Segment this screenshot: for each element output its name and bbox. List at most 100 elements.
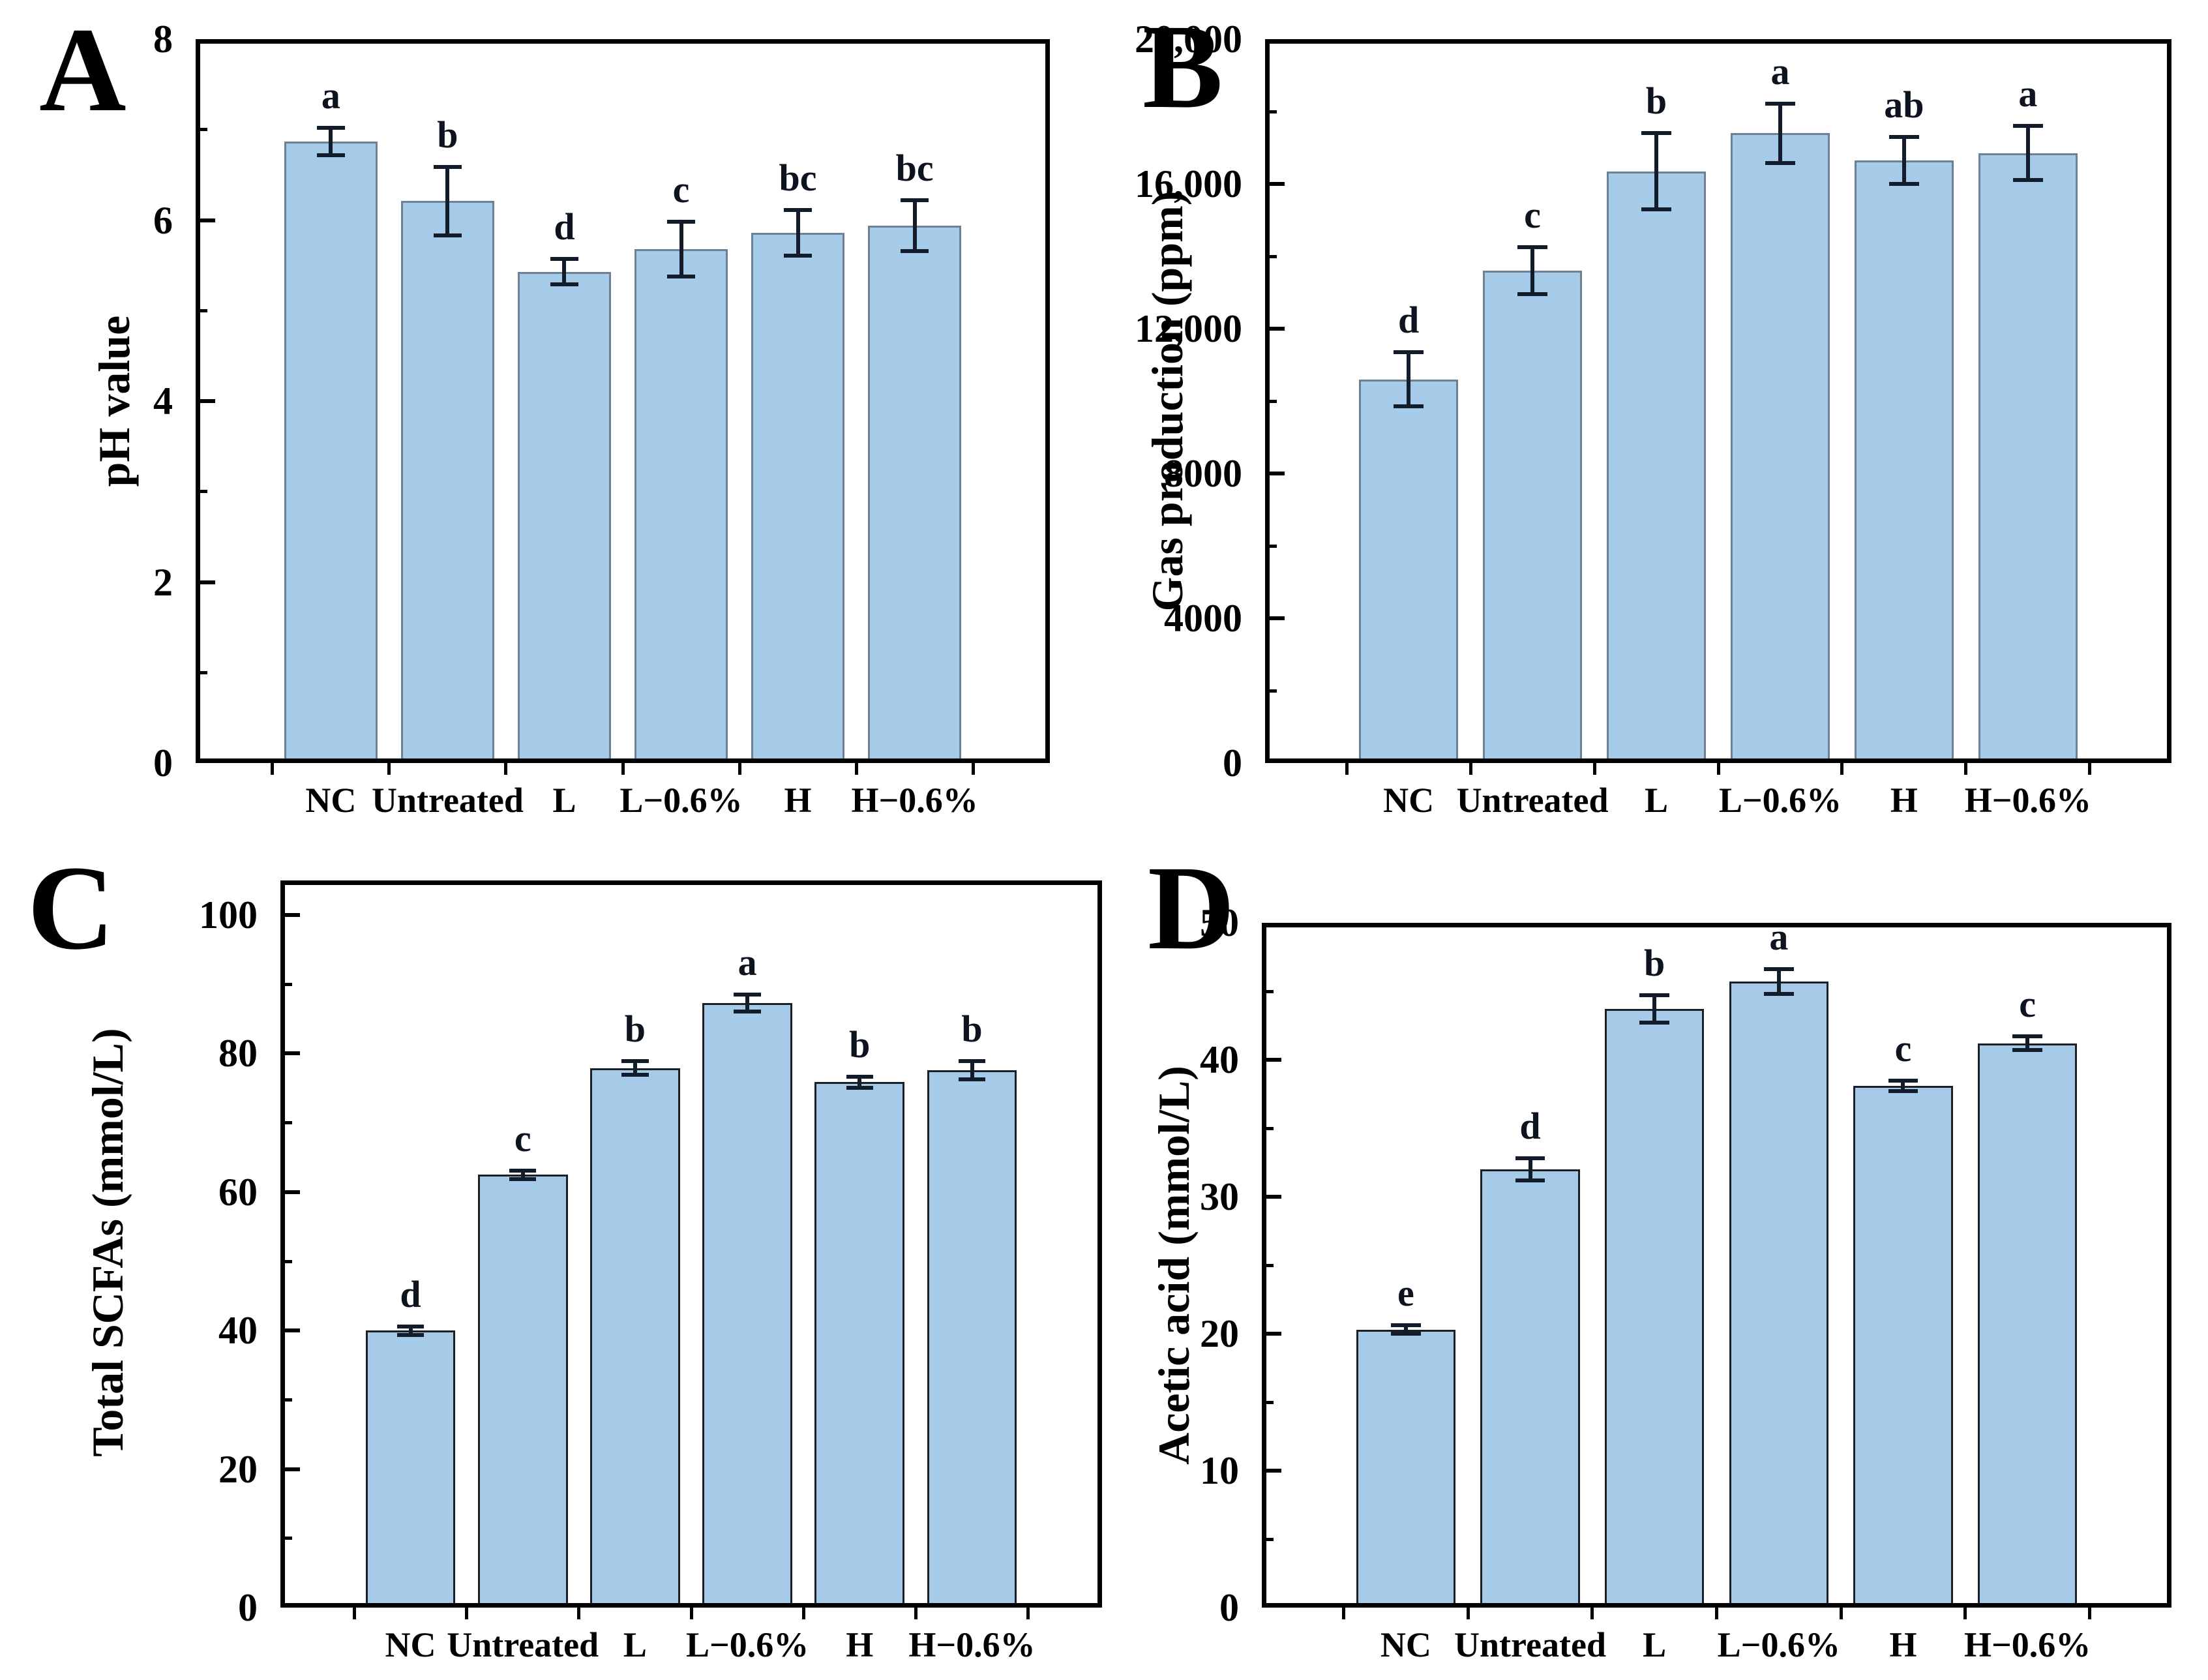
error-bar-cap: [1888, 1089, 1918, 1094]
x-tick-label: H−0.6%: [1963, 1625, 2091, 1664]
y-minor-tick: [196, 490, 207, 494]
bar-H: [1853, 1085, 1953, 1608]
bar-Untreated: [477, 1175, 568, 1608]
error-bar-cap: [846, 1074, 873, 1079]
y-tick-label: 12,000: [1135, 307, 1242, 350]
error-bar: [679, 222, 683, 277]
error-bar-cap: [1515, 1178, 1545, 1182]
y-minor-tick: [1262, 1126, 1274, 1130]
error-bar-cap: [2012, 1048, 2042, 1053]
error-bar-cap: [1639, 1021, 1670, 1025]
significance-letter: d: [1397, 299, 1420, 342]
y-tick-label: 80: [218, 1032, 258, 1075]
error-bar-cap: [621, 1073, 649, 1077]
x-tick-label: NC: [305, 781, 357, 820]
x-boundary-tick: [1592, 763, 1596, 775]
error-bar: [408, 1326, 413, 1335]
error-bar: [1530, 247, 1535, 295]
bar-H: [751, 232, 845, 763]
error-bar-cap: [958, 1077, 986, 1081]
error-bar-cap: [784, 208, 813, 213]
y-minor-tick: [1265, 689, 1277, 693]
bar-L: [517, 271, 612, 763]
x-boundary-tick: [271, 763, 275, 775]
error-bar: [520, 1170, 525, 1179]
significance-letter: c: [672, 168, 690, 211]
error-bar-cap: [846, 1085, 873, 1090]
x-boundary-tick: [2087, 1608, 2091, 1619]
error-bar-cap: [958, 1059, 986, 1064]
x-boundary-tick: [1839, 1608, 1843, 1619]
panel-letter-c: C: [27, 841, 115, 975]
bar-L: [1604, 1009, 1705, 1608]
x-tick-label: Untreated: [1454, 1625, 1606, 1664]
bar-NC: [284, 141, 378, 763]
plot-area-b: 0 4000 8000 12,000 16,000 20,000 d NC c Untreated…: [1135, 18, 2171, 820]
significance-letter: c: [1894, 1027, 1912, 1070]
error-bar-cap: [1390, 1323, 1421, 1328]
error-bar: [858, 1076, 862, 1088]
error-bar: [1654, 133, 1659, 209]
y-tick-label: 40: [1200, 1038, 1239, 1081]
error-bar-cap: [2013, 178, 2043, 183]
y-major-tick: [1262, 1469, 1281, 1473]
y-major-tick: [1265, 616, 1285, 620]
bar-H: [1854, 160, 1954, 763]
x-tick-label: Untreated: [371, 781, 524, 820]
y-tick-label: 20: [218, 1447, 258, 1491]
error-bar-cap: [1639, 993, 1670, 998]
error-bar-cap: [316, 125, 345, 130]
x-boundary-tick: [1026, 1608, 1030, 1619]
significance-letter: b: [624, 1008, 646, 1051]
significance-letter: a: [738, 941, 757, 984]
bar-NC: [1356, 1329, 1456, 1608]
x-tick-label: L: [623, 1625, 647, 1664]
error-bar-cap: [1517, 245, 1547, 250]
y-minor-tick: [1265, 254, 1277, 258]
x-tick-label: H: [1889, 1625, 1917, 1664]
error-bar: [1652, 995, 1657, 1023]
error-bar: [1776, 969, 1781, 995]
y-minor-tick: [280, 982, 292, 986]
error-bar-cap: [433, 164, 462, 169]
x-boundary-tick: [1345, 763, 1349, 775]
error-bar-cap: [734, 1009, 761, 1013]
bar-Untreated: [1480, 1169, 1580, 1608]
y-minor-tick: [196, 670, 207, 674]
x-boundary-tick: [577, 1608, 581, 1619]
error-bar-cap: [2013, 124, 2043, 128]
y-minor-tick: [280, 1121, 292, 1125]
y-tick-label: 30: [1200, 1175, 1239, 1218]
error-bar: [329, 127, 333, 155]
y-major-tick: [196, 580, 215, 584]
x-boundary-tick: [1964, 763, 1968, 775]
bar-L−0.6%: [702, 1002, 792, 1608]
y-minor-tick: [1262, 989, 1274, 993]
error-bar: [1778, 103, 1782, 163]
error-bar-cap: [1515, 1156, 1545, 1161]
y-tick-label: 16,000: [1135, 162, 1242, 205]
significance-letter: c: [514, 1117, 531, 1160]
bar-L−0.6%: [1730, 133, 1830, 763]
y-minor-tick: [1265, 399, 1277, 403]
significance-letter: d: [554, 205, 575, 248]
y-major-tick: [1265, 472, 1285, 475]
bar-L: [1607, 171, 1706, 763]
y-major-tick: [280, 1328, 300, 1333]
error-bar-cap: [396, 1332, 425, 1337]
significance-letter: b: [437, 113, 458, 156]
y-tick-label: 60: [218, 1170, 258, 1214]
error-bar: [562, 259, 567, 284]
error-bar-cap: [433, 233, 462, 238]
error-bar-cap: [1765, 101, 1795, 106]
x-tick-label: H−0.6%: [908, 1625, 1036, 1664]
error-bar: [2025, 126, 2030, 181]
y-minor-tick: [1265, 544, 1277, 548]
error-bar-cap: [316, 153, 345, 157]
x-boundary-tick: [1590, 1608, 1594, 1619]
x-tick-label: L: [552, 781, 576, 820]
error-bar-cap: [784, 253, 813, 258]
bar-Untreated: [400, 201, 495, 763]
x-tick-label: Untreated: [1456, 781, 1609, 820]
